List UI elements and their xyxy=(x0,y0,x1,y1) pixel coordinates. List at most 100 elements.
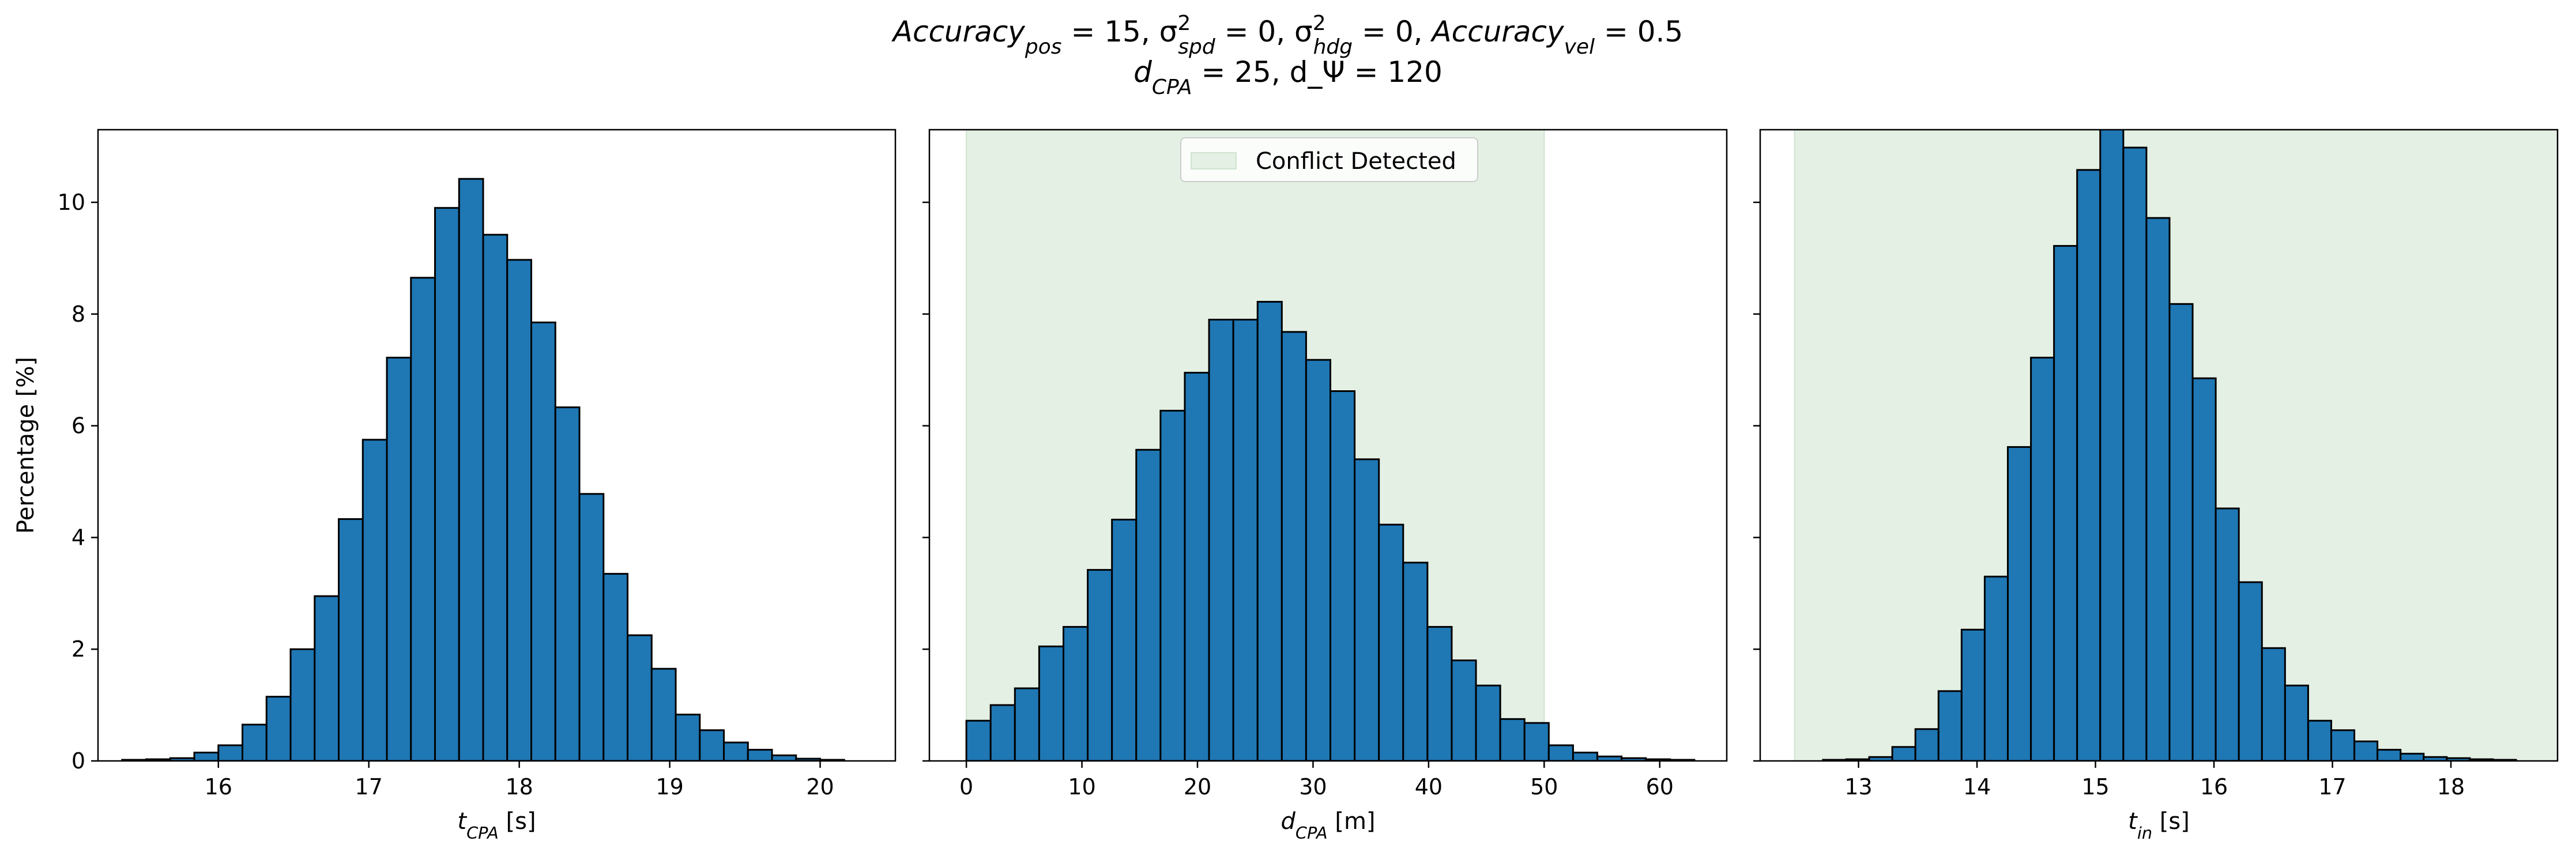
x-axis-label: tCPA [s] xyxy=(457,808,536,843)
histogram-bar xyxy=(2168,303,2194,761)
histogram-bar xyxy=(747,749,773,761)
histogram-bar xyxy=(1087,569,1113,761)
x-tick-label: 17 xyxy=(355,774,383,800)
histogram-bar xyxy=(193,751,220,761)
histogram-bar xyxy=(699,729,725,761)
histogram-bar xyxy=(482,233,509,761)
histogram-bar xyxy=(2377,749,2402,761)
histogram-bar xyxy=(530,321,556,761)
histogram-bar xyxy=(2030,356,2055,761)
histogram-bar xyxy=(1305,359,1332,761)
x-tick-label: 50 xyxy=(1530,774,1558,800)
x-tick-label: 15 xyxy=(2081,774,2109,800)
histogram-bar xyxy=(265,696,292,761)
y-tick-label: 2 xyxy=(71,636,85,662)
histogram-bar xyxy=(242,723,268,761)
histogram-bar xyxy=(1475,684,1501,761)
histogram-bar xyxy=(1378,523,1404,761)
histogram-bar xyxy=(1499,718,1526,761)
histogram-bar xyxy=(1523,722,1550,761)
histogram-bar xyxy=(2191,377,2217,761)
x-tick-label: 30 xyxy=(1299,774,1327,800)
y-tick-label: 8 xyxy=(71,301,85,327)
histogram-bar xyxy=(410,277,436,761)
histogram-panel-2: 0 10 20 30 40 50 60 dCPA [m] Conflict Detected xyxy=(922,129,1728,843)
y-tick-label: 6 xyxy=(71,413,85,439)
histogram-bar xyxy=(1208,318,1234,761)
x-tick-label: 10 xyxy=(1068,774,1095,800)
histogram-bar xyxy=(675,714,701,761)
histogram-bar xyxy=(1354,458,1380,761)
y-tick-label: 4 xyxy=(71,525,85,550)
histogram-bar xyxy=(1038,645,1065,761)
axes-frame xyxy=(1759,129,2559,762)
x-tick-label: 20 xyxy=(806,774,834,800)
histogram-bar xyxy=(650,668,677,761)
histogram-bar xyxy=(2122,146,2148,761)
histogram-bar xyxy=(1891,746,1916,761)
x-tick-label: 19 xyxy=(656,774,683,800)
histogram-bar xyxy=(1451,659,1477,761)
x-tick-label: 0 xyxy=(959,774,973,800)
histogram-bar xyxy=(1159,409,1186,761)
histogram-bar xyxy=(1063,625,1089,761)
plot-area xyxy=(1794,130,2558,761)
y-tick-label: 0 xyxy=(71,748,85,774)
histogram-bar xyxy=(2099,130,2125,761)
histogram-bar xyxy=(1914,728,1939,761)
histogram-bar xyxy=(458,178,484,761)
histogram-bar xyxy=(2400,752,2425,761)
histogram-bar xyxy=(2330,729,2356,761)
histogram-bar xyxy=(2076,169,2102,761)
histogram-bar xyxy=(1330,390,1356,761)
histogram-bar xyxy=(602,572,629,761)
histogram-bar xyxy=(289,648,316,761)
histogram-bar xyxy=(1983,575,2009,761)
figure-title-line-1: Accuracypos = 15, σ2 spd = 0, σ2 hdg = 0, … xyxy=(891,12,1684,59)
histogram-bar xyxy=(723,741,749,761)
axes-frame xyxy=(97,129,897,762)
x-tick-label: 18 xyxy=(505,774,533,800)
histogram-bar xyxy=(2145,217,2171,761)
x-tick-label: 17 xyxy=(2318,774,2346,800)
axes-frame xyxy=(928,129,1728,762)
histogram-bar xyxy=(1426,625,1453,761)
x-tick-label: 18 xyxy=(2437,774,2465,800)
histogram-bar xyxy=(434,207,460,761)
histogram-bar xyxy=(554,406,581,761)
histogram-bar xyxy=(1111,518,1138,761)
histogram-bar xyxy=(1014,687,1040,761)
figure-title-line-2: dCPA = 25, d_Ψ = 120 xyxy=(1133,55,1443,99)
histogram-bar xyxy=(1281,331,1307,761)
histogram-panel-3: 13 14 15 16 17 18 tin [s] xyxy=(1753,129,2559,843)
legend-swatch xyxy=(1191,152,1237,169)
histogram-bar xyxy=(2006,446,2032,761)
histogram-bar xyxy=(1402,561,1429,761)
histogram-bar xyxy=(627,634,653,761)
legend-box xyxy=(1180,137,1478,182)
histogram-bar xyxy=(506,259,533,761)
histogram-bar xyxy=(2284,684,2309,761)
histogram-bar xyxy=(1937,690,1963,761)
x-tick-label: 40 xyxy=(1415,774,1443,800)
histogram-bar xyxy=(386,356,412,761)
histogram-bar xyxy=(1135,448,1162,761)
x-axis-label: dCPA [m] xyxy=(1281,808,1375,843)
x-tick-label: 20 xyxy=(1184,774,1211,800)
histogram-bar xyxy=(771,754,797,761)
histogram-panels: 16 17 18 19 20 0 2 4 6 8 10 tCPA [s] Percentage [%] 0… xyxy=(13,129,2559,843)
histogram-bar xyxy=(1960,628,1986,761)
legend: Conflict Detected xyxy=(1180,137,1478,182)
x-tick-label: 14 xyxy=(1963,774,1991,800)
plot-area xyxy=(965,130,1696,761)
histogram-bar xyxy=(1184,372,1210,761)
histogram-bar xyxy=(217,744,244,761)
histogram-bar xyxy=(989,704,1016,761)
x-axis-label: tin [s] xyxy=(2128,808,2190,843)
y-axis-label: Percentage [%] xyxy=(13,357,39,534)
y-tick-label: 10 xyxy=(58,190,85,215)
histogram-bar xyxy=(361,439,388,761)
histogram-panel-1: 16 17 18 19 20 0 2 4 6 8 10 tCPA [s] Percentage [%] xyxy=(13,129,897,843)
histogram-bar xyxy=(2215,507,2240,761)
